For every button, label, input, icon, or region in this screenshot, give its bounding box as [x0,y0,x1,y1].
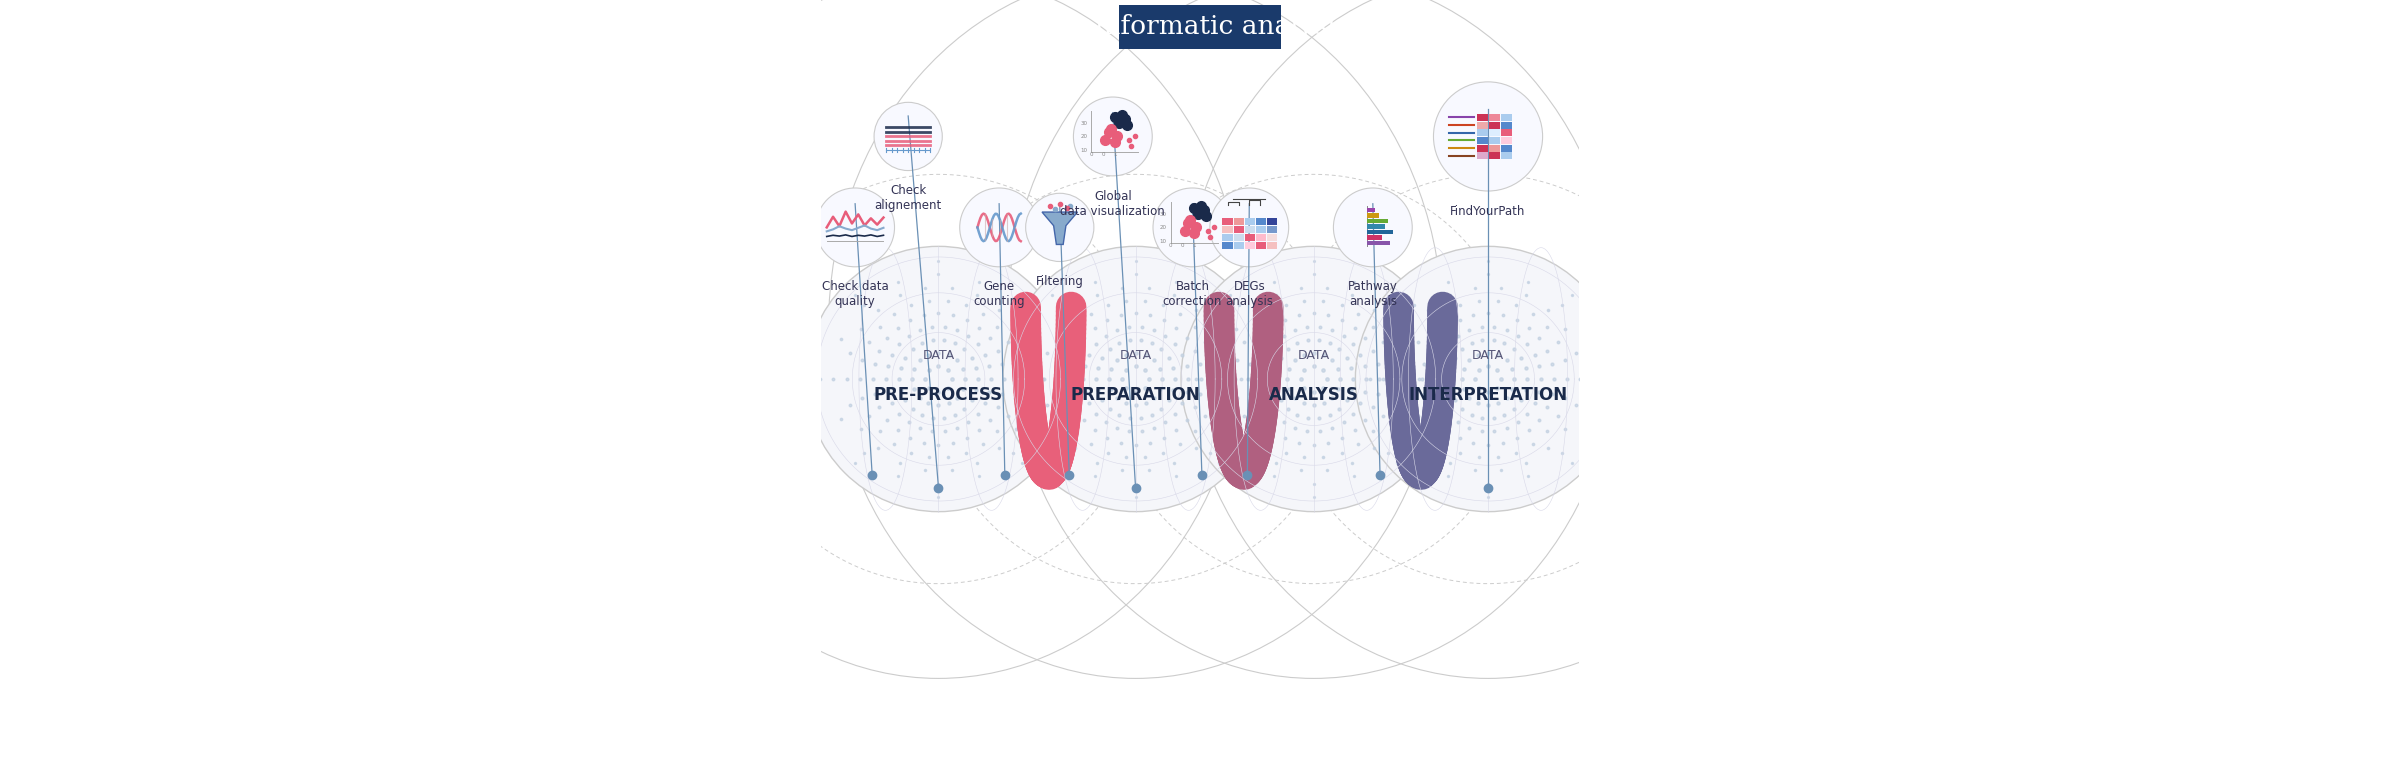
Text: 1: 1 [1114,152,1116,157]
Bar [1368,219,1387,223]
Circle shape [806,246,1070,512]
Text: DATA: DATA [1118,349,1152,362]
Bar [1255,233,1267,241]
Text: Pathway
analysis: Pathway analysis [1349,280,1397,309]
Text: Bioinformatic analysis: Bioinformatic analysis [1051,14,1349,39]
Circle shape [1181,246,1447,512]
Text: Check
alignement: Check alignement [874,184,941,212]
Bar [1368,224,1385,229]
Circle shape [1152,188,1231,267]
Bar [1118,5,1282,49]
Text: 20: 20 [1159,225,1166,230]
Text: INTERPRETATION: INTERPRETATION [1409,386,1567,404]
Bar [1267,242,1277,249]
Bar [1222,226,1234,233]
Bar [1500,114,1512,121]
Bar [1500,145,1512,152]
Circle shape [1334,188,1411,267]
Text: Batch
correction: Batch correction [1162,280,1222,309]
Circle shape [874,102,943,171]
Text: Filtering: Filtering [1037,275,1085,288]
Bar [1500,152,1512,159]
Bar [1267,226,1277,233]
Text: 20: 20 [1080,134,1087,139]
Bar [1222,218,1234,225]
Text: 0: 0 [1169,243,1174,248]
Bar [1255,218,1267,225]
Text: PREPARATION: PREPARATION [1070,386,1200,404]
Bar [1368,213,1380,218]
Bar [1267,218,1277,225]
Bar [1476,145,1488,152]
Bar [1488,114,1500,121]
Text: 0: 0 [1181,243,1183,248]
Bar [1488,145,1500,152]
Text: 30: 30 [1159,211,1166,217]
Bar [1488,137,1500,144]
Text: DATA: DATA [1298,349,1330,362]
Bar [1234,218,1243,225]
Circle shape [1003,246,1267,512]
Circle shape [960,188,1039,267]
Bar [1246,233,1255,241]
Circle shape [1356,246,1620,512]
Bar [1246,218,1255,225]
Text: 10: 10 [1159,240,1166,244]
Bar [1222,233,1234,241]
Circle shape [1210,188,1289,267]
Circle shape [1073,97,1152,176]
Bar [1234,242,1243,249]
Polygon shape [1042,212,1078,245]
Bar [1500,122,1512,129]
Bar [1488,130,1500,136]
Circle shape [1433,82,1543,191]
Bar [1500,137,1512,144]
Text: 30: 30 [1080,121,1087,126]
Text: 1: 1 [1193,243,1195,248]
Text: PRE-PROCESS: PRE-PROCESS [874,386,1003,404]
Bar [1488,122,1500,129]
Bar [1222,242,1234,249]
Bar [1476,122,1488,129]
Bar [1234,226,1243,233]
Bar [1368,208,1375,212]
Circle shape [816,188,895,267]
Bar [1368,241,1390,245]
Text: DATA: DATA [1471,349,1505,362]
Bar [1488,152,1500,159]
Text: Global
data visualization: Global data visualization [1061,190,1166,218]
Bar [1476,114,1488,121]
Bar [1246,226,1255,233]
Bar [1246,242,1255,249]
Bar [1476,152,1488,159]
Circle shape [1025,193,1094,262]
Bar [1368,235,1382,240]
Bar [1476,130,1488,136]
Text: ANALYSIS: ANALYSIS [1270,386,1358,404]
Text: 0: 0 [1102,152,1104,157]
Text: 0: 0 [1090,152,1092,157]
Bar [1255,226,1267,233]
Bar [1476,137,1488,144]
Text: Check data
quality: Check data quality [821,280,888,309]
Text: FindYourPath: FindYourPath [1450,205,1526,218]
Text: DEGs
analysis: DEGs analysis [1226,280,1274,309]
Text: 10: 10 [1080,149,1087,153]
Bar [1234,233,1243,241]
Text: DATA: DATA [922,349,955,362]
Bar [1267,233,1277,241]
Bar [1368,230,1392,234]
Bar [1255,242,1267,249]
Bar [1500,130,1512,136]
Text: Gene
counting: Gene counting [974,280,1025,309]
